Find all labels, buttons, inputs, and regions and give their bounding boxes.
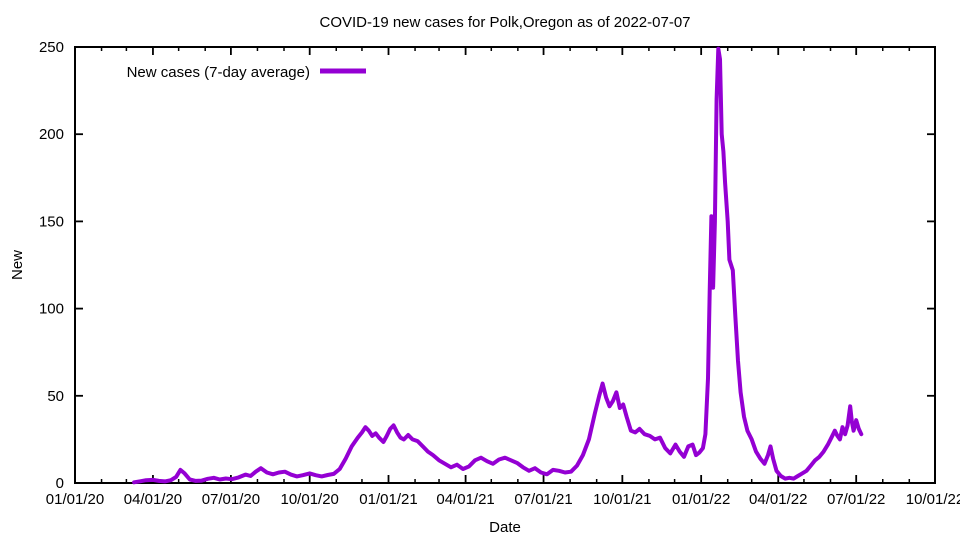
y-tick-label: 0 bbox=[56, 475, 64, 492]
y-axis-label: New bbox=[9, 250, 26, 280]
x-tick-label: 07/01/20 bbox=[202, 491, 260, 508]
chart-title: COVID-19 new cases for Polk,Oregon as of… bbox=[319, 14, 690, 31]
x-tick-label: 04/01/20 bbox=[124, 491, 182, 508]
x-tick-label: 04/01/21 bbox=[436, 491, 494, 508]
legend: New cases (7-day average) bbox=[127, 64, 366, 81]
y-tick-label: 200 bbox=[39, 126, 64, 143]
y-tick-label: 50 bbox=[47, 388, 64, 405]
x-tick-label: 10/01/20 bbox=[281, 491, 339, 508]
x-axis-label: Date bbox=[489, 519, 521, 536]
x-tick-label: 07/01/22 bbox=[827, 491, 885, 508]
y-tick-label: 150 bbox=[39, 213, 64, 230]
y-tick-label: 100 bbox=[39, 301, 64, 318]
data-series-path bbox=[132, 46, 864, 485]
axes: 01/01/20 04/01/20 07/01/20 10/01/20 01/01/21… bbox=[39, 39, 960, 508]
x-tick-label: 01/01/21 bbox=[359, 491, 417, 508]
legend-label: New cases (7-day average) bbox=[127, 64, 310, 81]
x-tick-label: 01/01/20 bbox=[46, 491, 104, 508]
x-tick-label: 10/01/22 bbox=[906, 491, 960, 508]
x-tick-label: 01/01/22 bbox=[672, 491, 730, 508]
x-tick-label: 07/01/21 bbox=[514, 491, 572, 508]
x-tick-label: 10/01/21 bbox=[593, 491, 651, 508]
y-tick-label: 250 bbox=[39, 39, 64, 56]
x-tick-label: 04/01/22 bbox=[749, 491, 807, 508]
series-line bbox=[132, 46, 864, 485]
